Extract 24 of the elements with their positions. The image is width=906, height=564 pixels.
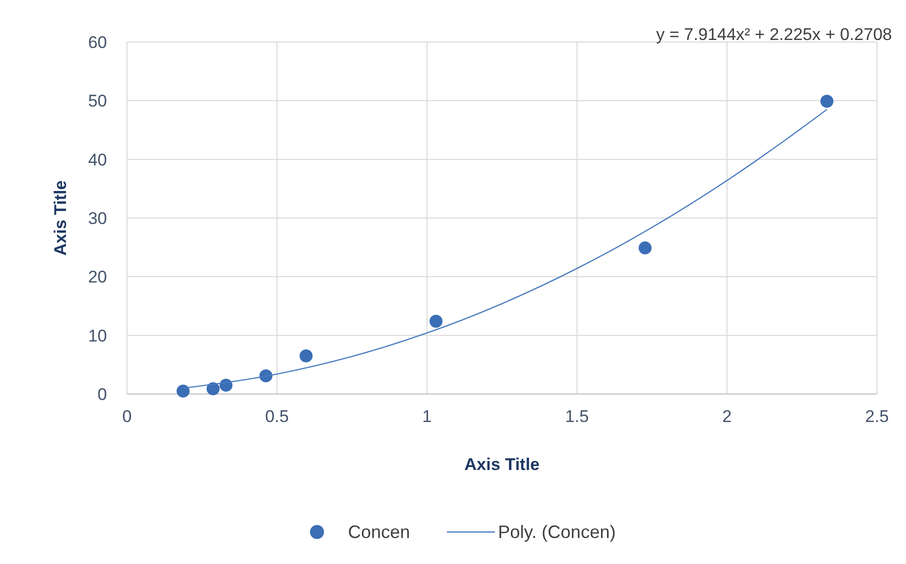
x-tick-label: 1 <box>422 407 432 426</box>
y-tick-label: 20 <box>88 268 107 287</box>
y-tick-label: 10 <box>88 326 107 346</box>
x-tick-label: 1.5 <box>565 407 589 426</box>
y-axis-title: Axis Title <box>51 180 70 256</box>
x-axis-title: Axis Title <box>464 455 540 474</box>
annotation: y = 7.9144x² + 2.225x + 0.2708 <box>656 25 892 44</box>
x-tick-label: 2 <box>722 407 732 426</box>
y-tick-label: 40 <box>88 150 107 170</box>
point <box>430 314 442 328</box>
y-tick-label: 50 <box>88 92 107 111</box>
point <box>820 94 834 108</box>
x-tick-label: 0.5 <box>265 407 289 426</box>
point <box>638 241 652 254</box>
legend-label: Concen <box>348 522 410 542</box>
x-tick-label: 0 <box>122 407 132 426</box>
legend-label: Poly. (Concen) <box>498 522 616 542</box>
x-tick-label: 2.5 <box>865 407 889 426</box>
point <box>206 382 220 396</box>
y-tick-label: 30 <box>88 209 107 228</box>
point <box>300 349 313 362</box>
y-tick-label: 60 <box>88 33 107 52</box>
y-tick-label: 0 <box>98 385 107 404</box>
point <box>176 384 190 398</box>
